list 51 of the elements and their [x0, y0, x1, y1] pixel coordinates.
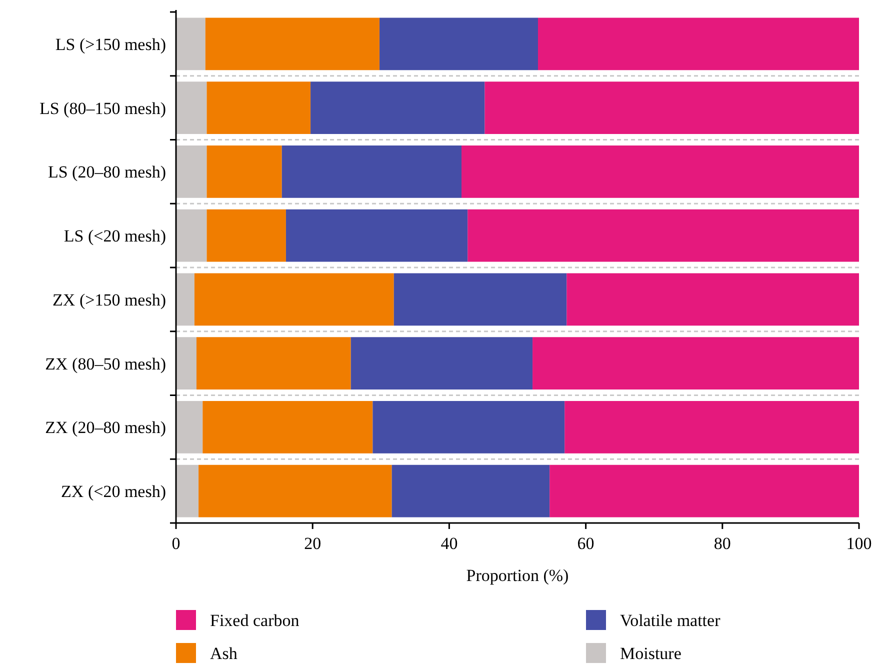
bar	[286, 209, 468, 262]
y-tick-label: ZX (20–80 mesh)	[45, 418, 166, 438]
bar	[205, 18, 380, 70]
bar	[176, 209, 207, 262]
x-axis-title: Proportion (%)	[466, 566, 569, 585]
bar	[176, 82, 207, 134]
bar	[176, 464, 199, 518]
bar	[176, 337, 196, 390]
bar	[372, 401, 565, 454]
x-tick-label: 20	[304, 534, 322, 553]
bar	[176, 18, 206, 70]
bar	[198, 464, 392, 518]
y-tick-label: LS (80–150 mesh)	[39, 98, 166, 118]
x-tick-label: 80	[714, 534, 731, 553]
bar	[196, 337, 351, 390]
bar	[394, 273, 567, 326]
bar	[461, 146, 859, 198]
bar	[566, 273, 859, 326]
bar	[202, 401, 373, 454]
bar	[206, 146, 282, 198]
y-tick-label: LS (<20 mesh)	[64, 226, 166, 246]
y-tick-label: LS (>150 mesh)	[55, 34, 166, 54]
bar	[538, 18, 859, 70]
bar	[176, 273, 194, 326]
bar	[564, 401, 859, 454]
bar	[468, 209, 859, 262]
bar	[206, 82, 311, 134]
x-tick-label: 0	[172, 534, 180, 553]
legend-label: Fixed carbon	[210, 610, 300, 630]
y-tick-label: ZX (80–50 mesh)	[45, 354, 166, 374]
bar	[194, 273, 394, 326]
bar	[350, 337, 533, 390]
legend-label: Moisture	[620, 644, 682, 663]
bar	[206, 209, 286, 262]
bar	[484, 82, 859, 134]
x-tick-label: 100	[846, 534, 872, 553]
legend-label: Ash	[210, 644, 238, 663]
bar	[392, 464, 550, 518]
y-tick-label: LS (20–80 mesh)	[48, 162, 166, 182]
y-tick-label: ZX (>150 mesh)	[52, 290, 166, 310]
legend-label: Volatile matter	[620, 610, 721, 630]
bar	[380, 18, 538, 70]
x-tick-label: 40	[440, 534, 458, 553]
x-tick-label: 60	[577, 534, 594, 553]
bar	[176, 401, 203, 454]
bar	[550, 464, 859, 518]
y-tick-label: ZX (<20 mesh)	[61, 482, 166, 502]
bar	[310, 82, 485, 134]
bar	[176, 146, 207, 198]
bar	[532, 337, 859, 390]
bar	[282, 146, 462, 198]
